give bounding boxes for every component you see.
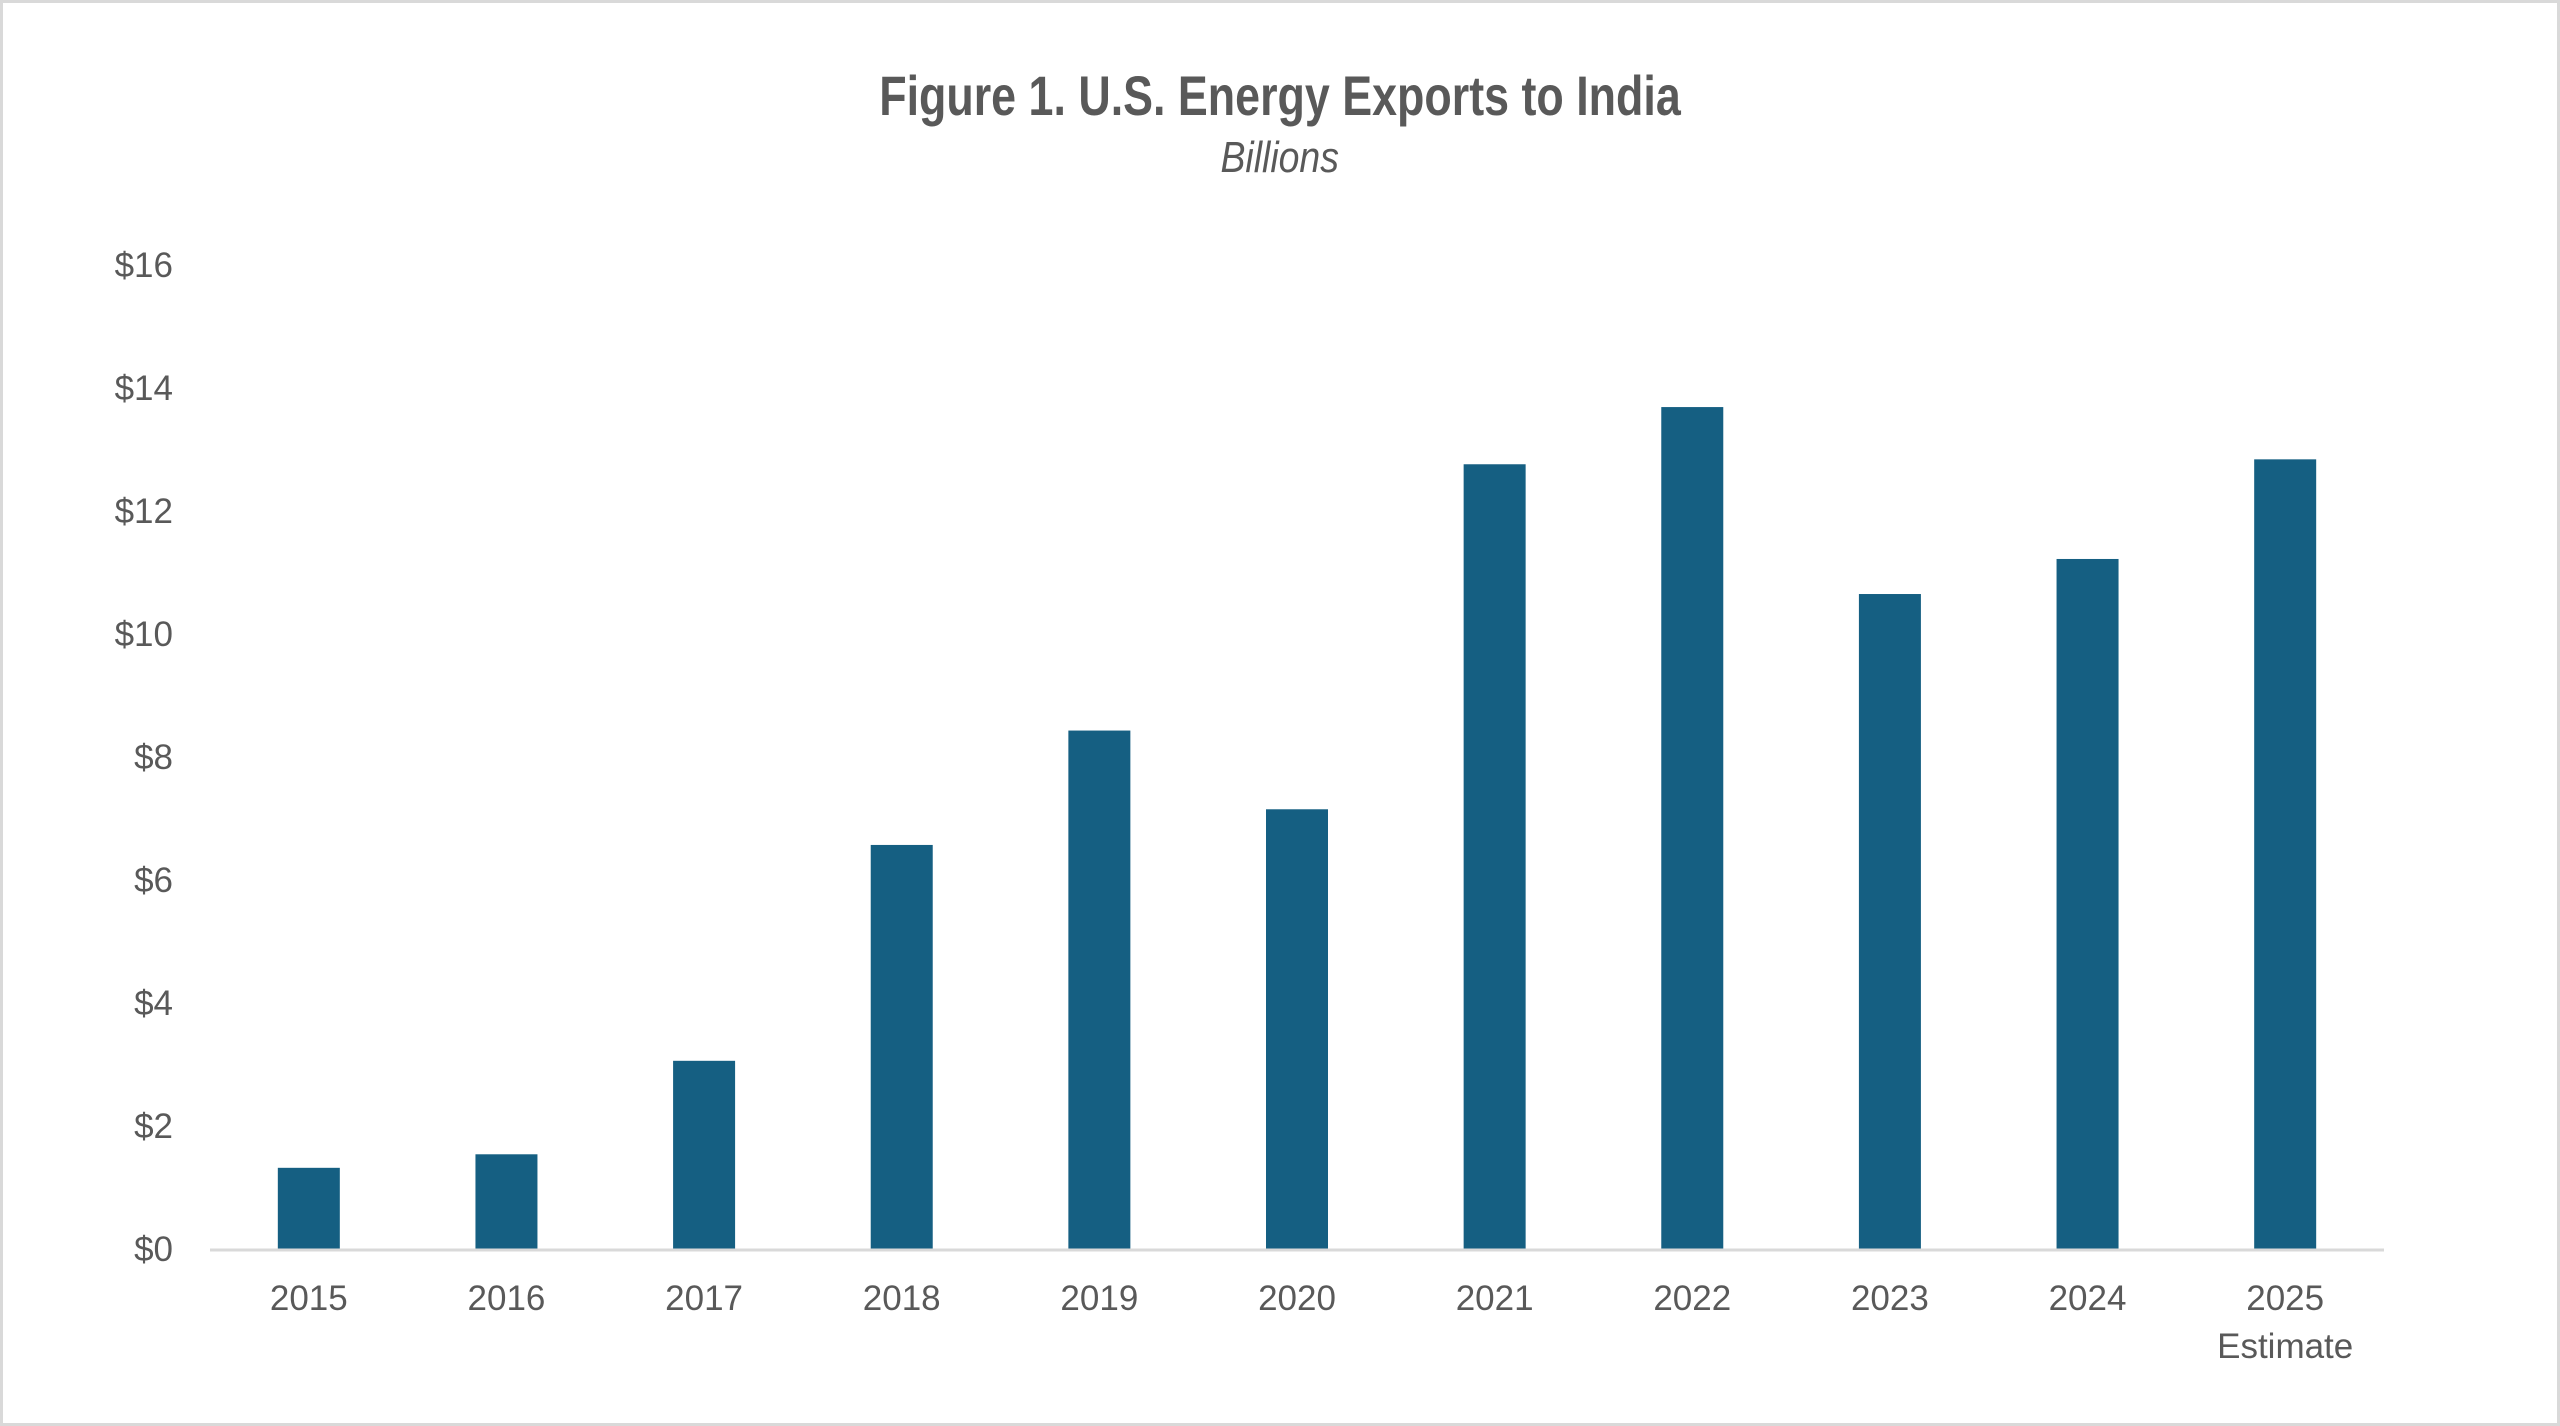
x-tick-label: 2021 (1456, 1279, 1534, 1318)
x-tick-label: 2017 (665, 1279, 743, 1318)
y-tick-label: $16 (115, 246, 173, 285)
x-axis-labels: 2015 2016 2017 2018 2019 2020 2021 2022 2023 2024… (270, 1279, 2353, 1366)
y-tick-label: $14 (115, 369, 173, 408)
x-tick-label: 2025 (2246, 1279, 2324, 1318)
bar-2017 (673, 1060, 736, 1249)
x-tick-label: 2023 (1851, 1279, 1929, 1318)
bar-2023 (1858, 594, 1921, 1249)
bar-2015 (277, 1167, 340, 1249)
y-tick-label: $8 (134, 738, 173, 777)
x-tick-label: 2015 (270, 1279, 348, 1318)
y-axis-labels: $0 $2 $4 $6 $8 $10 $12 $14 $16 (115, 246, 173, 1269)
y-tick-label: $6 (134, 861, 173, 900)
chart-subtitle-text: Billions (1220, 133, 1340, 182)
chart-title-text: Figure 1. U.S. Energy Exports to India (879, 64, 1681, 127)
x-tick-label: 2024 (2049, 1279, 2127, 1318)
bar-2018 (870, 844, 933, 1249)
bar-2019 (1068, 730, 1131, 1249)
x-tick-label: 2019 (1060, 1279, 1138, 1318)
x-tick-sublabel: Estimate (2217, 1327, 2353, 1366)
x-tick-label: 2020 (1258, 1279, 1336, 1318)
chart-subtitle: Billions (0, 136, 2560, 180)
x-tick-label: 2018 (863, 1279, 941, 1318)
bar-2022 (1661, 407, 1724, 1249)
y-tick-label: $2 (134, 1107, 173, 1146)
x-tick-label: 2022 (1653, 1279, 1731, 1318)
bar-2025 (2254, 459, 2317, 1250)
bar-2024 (2056, 558, 2119, 1249)
y-tick-label: $12 (115, 492, 173, 531)
y-tick-label: $4 (134, 984, 173, 1023)
bars (277, 407, 2317, 1250)
x-tick-label: 2016 (468, 1279, 546, 1318)
bar-2020 (1266, 809, 1328, 1249)
bar-2021 (1463, 464, 1526, 1249)
chart-title: Figure 1. U.S. Energy Exports to India (0, 68, 2560, 124)
y-tick-label: $0 (134, 1230, 173, 1269)
y-tick-label: $10 (115, 615, 173, 654)
bar-2016 (475, 1154, 538, 1249)
